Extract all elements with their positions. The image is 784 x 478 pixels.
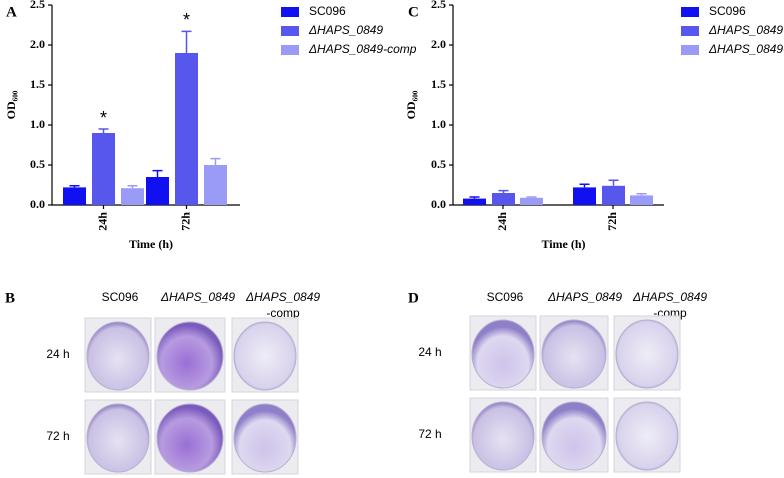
error-bar [579, 183, 590, 188]
y-tick-label: 1.5 [30, 77, 45, 91]
column-label: SC096 [487, 290, 524, 304]
bar [630, 195, 653, 205]
row-label: 72 h [418, 427, 441, 441]
well [471, 401, 535, 471]
y-tick-label: 2.0 [30, 37, 45, 51]
error-bar [469, 196, 480, 199]
bar [92, 133, 115, 205]
bar [520, 197, 543, 205]
row-label: 24 h [46, 347, 69, 361]
annotation: * [183, 10, 190, 30]
bar [492, 193, 515, 205]
annotation: * [100, 108, 107, 128]
bar [121, 188, 144, 205]
column-label: ΔHAPS_0849 [547, 290, 622, 304]
error-bar [127, 185, 138, 189]
y-tick-label: 0.0 [30, 197, 45, 211]
legend-label: SC096 [309, 4, 346, 18]
bar [463, 198, 486, 205]
error-bar [152, 169, 163, 177]
error-bar [210, 157, 221, 165]
error-bar [181, 30, 192, 53]
well [156, 321, 224, 391]
y-tick-label: 2.5 [30, 0, 45, 11]
y-tick-label: 0.5 [30, 157, 45, 171]
legend-swatch [281, 26, 299, 36]
y-axis-label: OD₆₀₀ [4, 90, 18, 119]
y-tick-label: 2.5 [431, 0, 446, 11]
legend-swatch [281, 45, 299, 55]
x-axis-label: Time (h) [129, 237, 173, 251]
error-bar [69, 185, 80, 188]
legend-swatch [681, 26, 699, 36]
panel-letter: D [408, 290, 419, 306]
column-label: SC096 [102, 290, 139, 304]
column-label: ΔHAPS_0849 [160, 290, 235, 304]
well [156, 403, 224, 473]
legend-swatch [681, 7, 699, 17]
bar [602, 185, 625, 205]
legend-label: ΔHAPS_0849 [708, 23, 783, 37]
error-bar [98, 128, 109, 133]
legend-label: SC096 [709, 4, 746, 18]
column-label: ΔHAPS_0849 [245, 290, 320, 304]
well [233, 321, 297, 391]
column-label: ΔHAPS_0849 [632, 290, 707, 304]
well [541, 319, 607, 389]
legend-swatch [281, 7, 299, 17]
well [86, 321, 150, 391]
error-bar [526, 196, 537, 198]
legend-label: ΔHAPS_0849 [308, 23, 383, 37]
error-bar [636, 193, 647, 196]
bar [175, 53, 198, 205]
error-bar [608, 179, 619, 186]
well [615, 319, 679, 389]
well [233, 403, 297, 473]
well [471, 319, 535, 389]
bar [146, 177, 169, 205]
bar [63, 187, 86, 205]
y-tick-label: 1.0 [30, 117, 45, 131]
legend-label: ΔHAPS_0849-comp [708, 42, 784, 56]
panel-letter: A [6, 4, 17, 20]
bar [204, 165, 227, 205]
y-tick-label: 0.0 [431, 197, 446, 211]
y-tick-label: 1.5 [431, 77, 446, 91]
bar [573, 187, 596, 205]
y-tick-label: 1.0 [431, 117, 446, 131]
legend-label: ΔHAPS_0849-comp [308, 42, 417, 56]
error-bar [498, 189, 509, 193]
well [86, 403, 150, 473]
y-tick-label: 0.5 [431, 157, 446, 171]
x-tick-label: 72h [605, 212, 619, 231]
panel-letter: B [5, 290, 15, 306]
well [615, 401, 679, 471]
row-label: 72 h [46, 429, 69, 443]
x-tick-label: 72h [178, 212, 192, 231]
legend-swatch [681, 45, 699, 55]
well [541, 401, 607, 471]
x-axis-label: Time (h) [541, 237, 585, 251]
row-label: 24 h [418, 345, 441, 359]
y-axis-label: OD₆₀₀ [404, 90, 418, 119]
column-note: -comp [266, 306, 300, 320]
y-tick-label: 2.0 [431, 37, 446, 51]
panel-letter: C [408, 4, 419, 20]
x-tick-label: 24h [495, 212, 509, 231]
x-tick-label: 24h [95, 212, 109, 231]
